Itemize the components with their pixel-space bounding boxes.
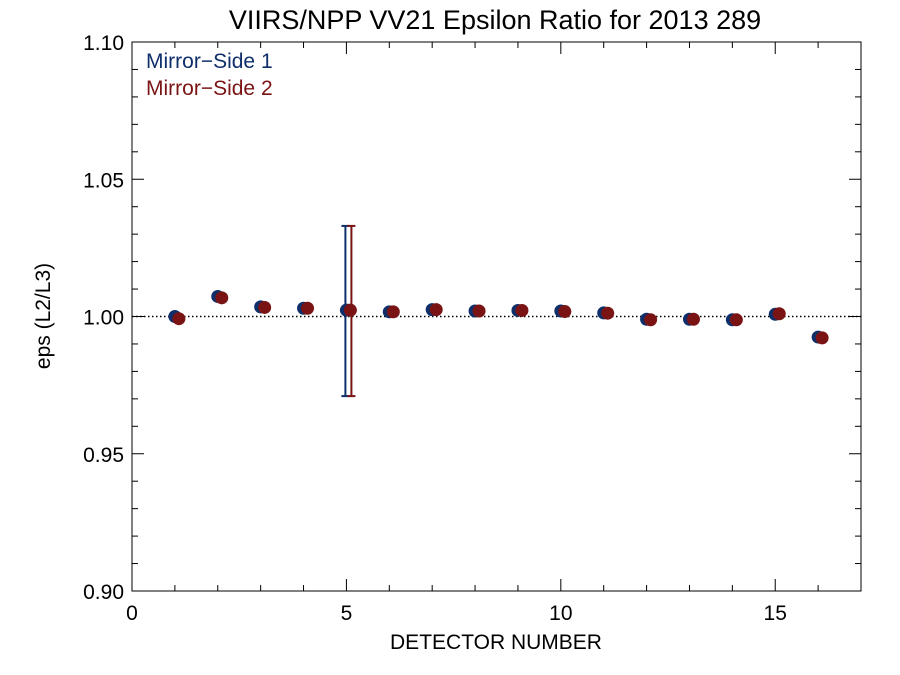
data-point-side-2 — [644, 313, 658, 327]
data-point-side-2 — [601, 306, 615, 320]
data-point-side-2 — [429, 303, 443, 317]
y-tick-label: 0.90 — [83, 581, 124, 604]
data-point-side-2 — [215, 291, 229, 305]
data-point-side-2 — [686, 312, 700, 326]
data-point-side-2 — [729, 313, 743, 327]
x-tick-label: 0 — [126, 602, 138, 625]
y-tick-labels: 0.90 0.95 1.00 1.05 1.10 — [83, 32, 124, 604]
data-point-side-2 — [172, 312, 186, 326]
data-point-side-2 — [258, 300, 272, 314]
y-tick-label: 1.00 — [83, 307, 124, 330]
data-point-side-2 — [558, 305, 572, 319]
data-point-side-2 — [815, 331, 829, 345]
data-point-side-2 — [301, 301, 315, 315]
x-tick-label: 5 — [341, 602, 353, 625]
data-point-side-2 — [515, 303, 529, 317]
axis-ticks — [131, 41, 862, 592]
x-axis-label: DETECTOR NUMBER — [390, 631, 602, 654]
data-point-side-2 — [343, 303, 357, 317]
x-tick-label: 10 — [549, 602, 572, 625]
data-point-side-2 — [386, 305, 400, 319]
x-tick-labels: 0 5 10 15 — [126, 602, 787, 625]
data-point-side-2 — [472, 304, 486, 318]
y-tick-label: 1.05 — [83, 169, 124, 192]
legend-mirror-side-2: Mirror−Side 2 — [146, 77, 273, 100]
x-tick-label: 15 — [764, 602, 787, 625]
chart-title: VIIRS/NPP VV21 Epsilon Ratio for 2013 28… — [229, 5, 761, 35]
y-axis-label: eps (L2/L3) — [32, 263, 55, 369]
legend-mirror-side-1: Mirror−Side 1 — [146, 50, 273, 73]
data-point-side-2 — [772, 307, 786, 321]
data-points — [168, 289, 829, 345]
y-tick-label: 0.95 — [83, 444, 124, 467]
y-tick-label: 1.10 — [83, 32, 124, 55]
